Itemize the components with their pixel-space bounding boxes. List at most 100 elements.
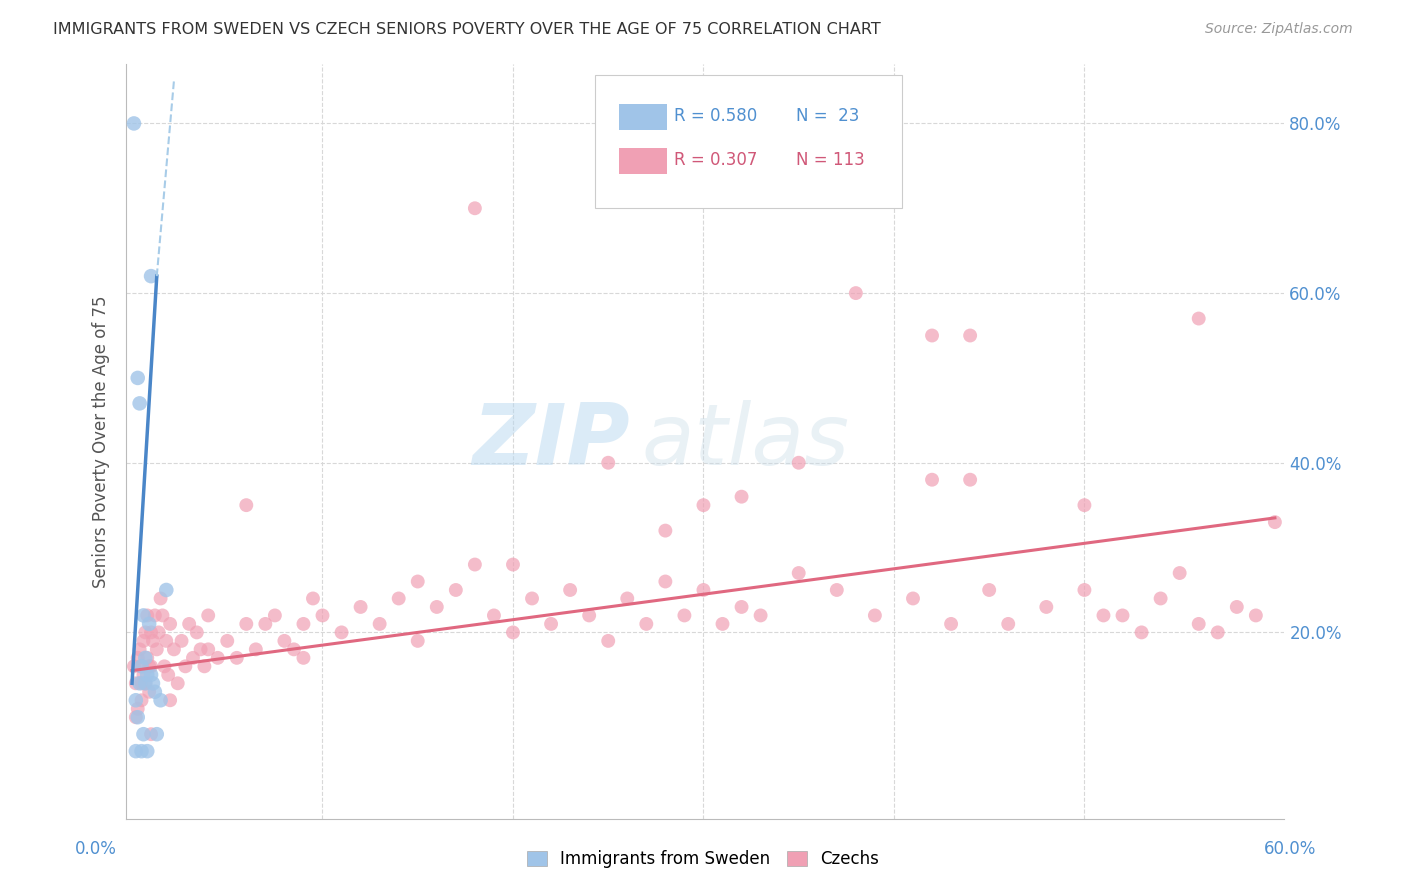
Czechs bbox=[127, 650, 149, 665]
Czechs bbox=[146, 642, 169, 657]
Czechs bbox=[235, 616, 257, 631]
Czechs bbox=[558, 582, 581, 597]
Czechs bbox=[444, 582, 467, 597]
Czechs bbox=[959, 473, 981, 487]
Czechs bbox=[197, 608, 219, 623]
Czechs bbox=[787, 456, 810, 470]
Czechs bbox=[138, 685, 160, 699]
Czechs bbox=[692, 582, 714, 597]
Czechs bbox=[1206, 625, 1229, 640]
Text: Source: ZipAtlas.com: Source: ZipAtlas.com bbox=[1205, 22, 1353, 37]
Czechs bbox=[131, 676, 153, 690]
Czechs bbox=[730, 490, 752, 504]
Text: atlas: atlas bbox=[641, 400, 849, 483]
Czechs bbox=[149, 591, 172, 606]
Czechs bbox=[406, 633, 429, 648]
Czechs bbox=[311, 608, 333, 623]
Czechs bbox=[122, 659, 145, 673]
FancyBboxPatch shape bbox=[619, 104, 668, 129]
Czechs bbox=[197, 642, 219, 657]
Czechs bbox=[330, 625, 353, 640]
Text: ZIP: ZIP bbox=[472, 400, 630, 483]
Immigrants from Sweden bbox=[128, 676, 150, 690]
Immigrants from Sweden bbox=[136, 744, 159, 758]
Text: N =  23: N = 23 bbox=[796, 107, 859, 125]
Czechs bbox=[388, 591, 411, 606]
Czechs bbox=[502, 625, 524, 640]
Text: R = 0.580: R = 0.580 bbox=[673, 107, 758, 125]
Text: 60.0%: 60.0% bbox=[1264, 840, 1316, 858]
Immigrants from Sweden bbox=[149, 693, 172, 707]
Czechs bbox=[959, 328, 981, 343]
Czechs bbox=[131, 659, 153, 673]
Czechs bbox=[207, 650, 229, 665]
Czechs bbox=[163, 642, 186, 657]
Czechs bbox=[139, 659, 162, 673]
Czechs bbox=[148, 625, 170, 640]
FancyBboxPatch shape bbox=[619, 148, 668, 174]
Czechs bbox=[245, 642, 267, 657]
Czechs bbox=[845, 286, 868, 301]
Immigrants from Sweden bbox=[125, 693, 148, 707]
Czechs bbox=[127, 702, 149, 716]
Czechs bbox=[1264, 515, 1286, 529]
Czechs bbox=[979, 582, 1001, 597]
Czechs bbox=[132, 633, 155, 648]
Czechs bbox=[139, 727, 162, 741]
Czechs bbox=[143, 608, 166, 623]
Czechs bbox=[482, 608, 505, 623]
Czechs bbox=[426, 599, 449, 614]
Czechs bbox=[292, 650, 315, 665]
Czechs bbox=[730, 599, 752, 614]
Czechs bbox=[1168, 566, 1191, 580]
Czechs bbox=[1226, 599, 1249, 614]
Czechs bbox=[170, 633, 193, 648]
Immigrants from Sweden bbox=[142, 676, 165, 690]
Immigrants from Sweden bbox=[132, 727, 155, 741]
Czechs bbox=[863, 608, 886, 623]
Czechs bbox=[598, 633, 620, 648]
Immigrants from Sweden bbox=[125, 744, 148, 758]
Czechs bbox=[132, 668, 155, 682]
Czechs bbox=[292, 616, 315, 631]
Czechs bbox=[128, 642, 150, 657]
Czechs bbox=[1073, 498, 1095, 512]
Czechs bbox=[125, 676, 148, 690]
Text: N = 113: N = 113 bbox=[796, 151, 865, 169]
Czechs bbox=[138, 659, 160, 673]
Czechs bbox=[349, 599, 371, 614]
Immigrants from Sweden bbox=[131, 659, 153, 673]
Immigrants from Sweden bbox=[128, 396, 150, 410]
Czechs bbox=[139, 625, 162, 640]
Immigrants from Sweden bbox=[134, 676, 156, 690]
Czechs bbox=[901, 591, 924, 606]
Czechs bbox=[152, 608, 174, 623]
Czechs bbox=[179, 616, 201, 631]
Czechs bbox=[692, 498, 714, 512]
Czechs bbox=[368, 616, 391, 631]
Czechs bbox=[283, 642, 305, 657]
Immigrants from Sweden bbox=[138, 616, 160, 631]
Czechs bbox=[636, 616, 658, 631]
Czechs bbox=[190, 642, 212, 657]
Czechs bbox=[598, 456, 620, 470]
Immigrants from Sweden bbox=[146, 727, 169, 741]
Czechs bbox=[1092, 608, 1115, 623]
Czechs bbox=[1130, 625, 1153, 640]
Immigrants from Sweden bbox=[143, 685, 166, 699]
Czechs bbox=[520, 591, 543, 606]
Czechs bbox=[193, 659, 215, 673]
Czechs bbox=[136, 608, 159, 623]
Czechs bbox=[673, 608, 696, 623]
Czechs bbox=[142, 633, 165, 648]
Czechs bbox=[134, 625, 156, 640]
Czechs bbox=[578, 608, 600, 623]
Czechs bbox=[273, 633, 295, 648]
Czechs bbox=[166, 676, 188, 690]
Czechs bbox=[217, 633, 239, 648]
Czechs bbox=[159, 616, 181, 631]
Czechs bbox=[464, 201, 486, 215]
Czechs bbox=[406, 574, 429, 589]
FancyBboxPatch shape bbox=[595, 76, 903, 208]
Immigrants from Sweden bbox=[132, 608, 155, 623]
